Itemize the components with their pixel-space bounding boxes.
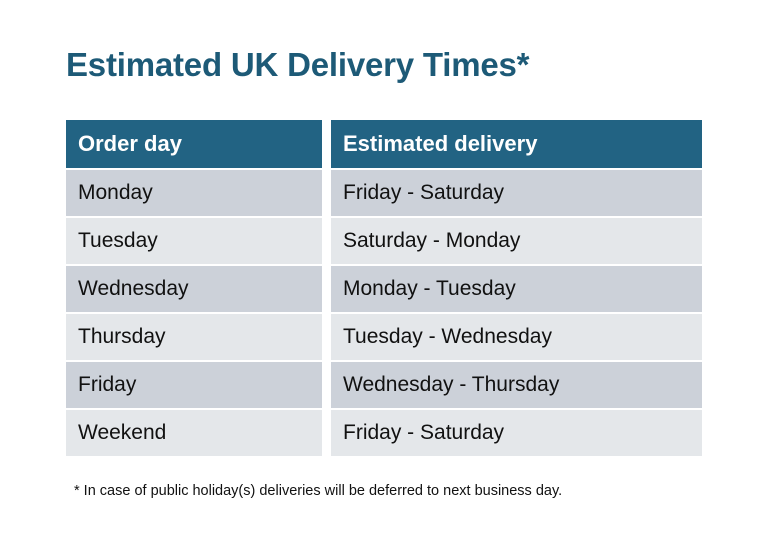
cell-estimated-delivery: Friday - Saturday	[331, 410, 702, 456]
table-row: Friday Wednesday - Thursday	[66, 362, 702, 408]
delivery-times-table: Order day Estimated delivery Monday Frid…	[66, 120, 702, 458]
column-header-order-day: Order day	[66, 120, 322, 168]
cell-order-day: Tuesday	[66, 218, 322, 264]
column-header-estimated-delivery: Estimated delivery	[331, 120, 702, 168]
cell-order-day: Thursday	[66, 314, 322, 360]
table-row: Tuesday Saturday - Monday	[66, 218, 702, 264]
cell-estimated-delivery: Tuesday - Wednesday	[331, 314, 702, 360]
cell-estimated-delivery: Saturday - Monday	[331, 218, 702, 264]
table-row: Monday Friday - Saturday	[66, 170, 702, 216]
cell-estimated-delivery: Wednesday - Thursday	[331, 362, 702, 408]
cell-estimated-delivery: Friday - Saturday	[331, 170, 702, 216]
table-row: Thursday Tuesday - Wednesday	[66, 314, 702, 360]
page-title: Estimated UK Delivery Times*	[66, 46, 530, 83]
cell-order-day: Weekend	[66, 410, 322, 456]
cell-order-day: Friday	[66, 362, 322, 408]
cell-order-day: Wednesday	[66, 266, 322, 312]
cell-order-day: Monday	[66, 170, 322, 216]
footnote-text: * In case of public holiday(s) deliverie…	[74, 483, 563, 499]
cell-estimated-delivery: Monday - Tuesday	[331, 266, 702, 312]
table-header-row: Order day Estimated delivery	[66, 120, 702, 168]
table-row: Weekend Friday - Saturday	[66, 410, 702, 456]
table-row: Wednesday Monday - Tuesday	[66, 266, 702, 312]
